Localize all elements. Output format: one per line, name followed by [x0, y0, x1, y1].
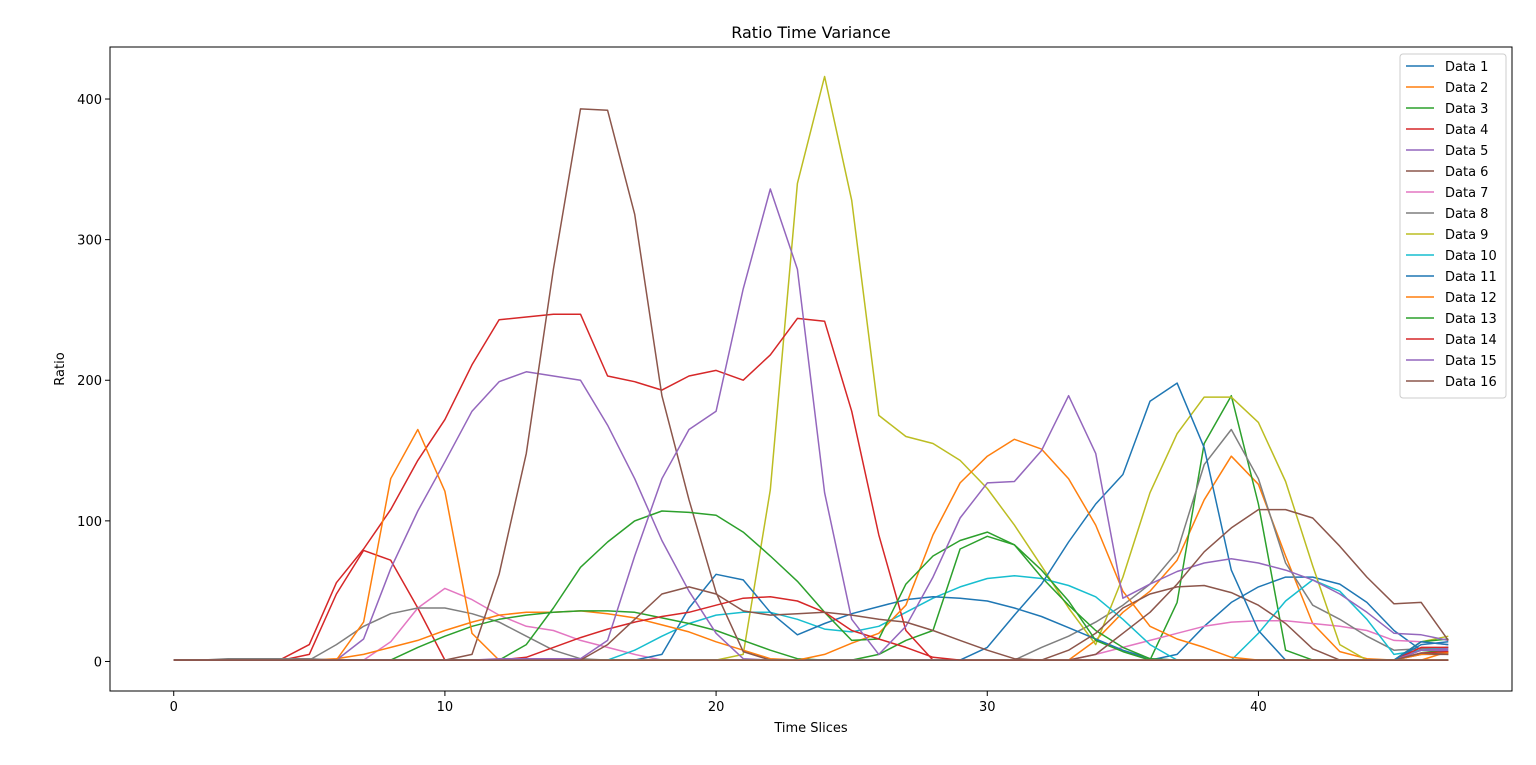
series-lines — [173, 75, 1449, 661]
legend-label: Data 10 — [1445, 249, 1497, 264]
legend-label: Data 3 — [1445, 102, 1488, 117]
plot-frame — [109, 46, 1513, 692]
x-tick-label: 30 — [979, 700, 996, 715]
legend-label: Data 15 — [1445, 354, 1497, 369]
x-tick-label: 40 — [1250, 700, 1267, 715]
y-tick-label: 100 — [77, 515, 102, 530]
legend-label: Data 1 — [1445, 60, 1488, 75]
legend-label: Data 9 — [1445, 228, 1488, 243]
y-axis-label: Ratio — [53, 352, 68, 385]
legend-label: Data 4 — [1445, 123, 1488, 138]
legend-label: Data 13 — [1445, 312, 1497, 327]
chart-title: Ratio Time Variance — [731, 23, 891, 42]
x-tick-label: 20 — [708, 700, 725, 715]
legend: Data 1 Data 2 Data 3 Data 4 Data 5 Data 6 Data… — [1399, 53, 1507, 399]
legend-label: Data 8 — [1445, 207, 1488, 222]
x-tick-label: 10 — [437, 700, 454, 715]
y-tick-label: 400 — [77, 93, 102, 108]
y-axis: 0 100 200 300 400 — [77, 93, 110, 670]
legend-label: Data 6 — [1445, 165, 1488, 180]
legend-label: Data 11 — [1445, 270, 1497, 285]
x-axis-label: Time Slices — [773, 721, 848, 736]
x-tick-label: 0 — [170, 700, 178, 715]
x-axis: 0 10 20 30 40 — [170, 691, 1267, 715]
legend-label: Data 14 — [1445, 333, 1497, 348]
series-line-27 — [173, 508, 1449, 661]
y-tick-label: 200 — [77, 374, 102, 389]
y-tick-label: 300 — [77, 234, 102, 249]
series-line-22 — [173, 428, 1449, 661]
y-tick-label: 0 — [94, 655, 102, 670]
legend-label: Data 12 — [1445, 291, 1497, 306]
legend-box — [1399, 53, 1507, 399]
legend-label: Data 16 — [1445, 375, 1497, 390]
legend-label: Data 5 — [1445, 144, 1488, 159]
legend-label: Data 7 — [1445, 186, 1488, 201]
legend-label: Data 2 — [1445, 81, 1488, 96]
